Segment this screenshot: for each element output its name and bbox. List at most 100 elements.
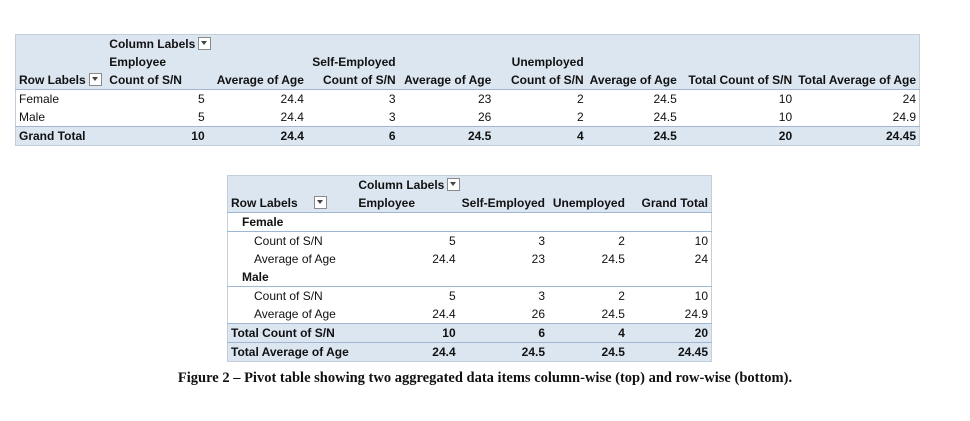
cell-value: 10 <box>778 110 793 124</box>
cell-value: 24.4 <box>207 126 307 146</box>
measure-header: Total Average of Age <box>795 71 920 90</box>
total-average-row: Total Average of Age 24.4 24.5 24.5 24.4… <box>227 342 712 362</box>
group-header-self-employed: Self-Employed <box>306 53 399 71</box>
total-label: Total Count of S/N <box>227 323 356 343</box>
group-label: Male <box>242 270 269 284</box>
cell-value: 5 <box>197 92 205 106</box>
cell-value: 24.5 <box>548 342 628 362</box>
cell-value: 2 <box>548 231 628 250</box>
cell-value: 24.9 <box>684 307 708 321</box>
table-row: Count of S/N 5 3 2 10 <box>227 286 712 305</box>
column-header-unemployed: Unemployed <box>548 194 628 213</box>
total-count-row: Total Count of S/N 10 6 4 20 <box>227 323 712 343</box>
table-row-male: Male 5 24.4 3 26 2 24.5 10 24.9 <box>16 108 920 127</box>
measure-header: Count of S/N <box>494 71 587 90</box>
cell-value: 10 <box>355 323 459 343</box>
measure-header: Average of Age <box>207 71 307 90</box>
table-row: Average of Age 24.4 23 24.5 24 <box>228 250 712 268</box>
cell-value: 23 <box>531 252 545 266</box>
group-label: Female <box>242 215 284 229</box>
measure-header: Average of Age <box>398 71 495 90</box>
pivot-table-top-grid: Column Labels Employee Self-Employed Une… <box>15 34 920 146</box>
row-label: Average of Age <box>254 307 336 321</box>
column-labels-filter-dropdown-icon[interactable] <box>198 37 212 51</box>
cell-value: 5 <box>355 231 459 250</box>
column-header-grand-total: Grand Total <box>627 194 712 213</box>
row-labels-header-text: Row Labels <box>231 196 298 210</box>
row-labels-filter-dropdown-icon[interactable] <box>88 73 102 87</box>
header-row-column-labels: Column Labels <box>15 34 920 53</box>
cell-value: 4 <box>548 323 628 343</box>
row-labels-filter-dropdown-icon[interactable] <box>313 196 327 210</box>
cell-value: 24.4 <box>280 110 304 124</box>
cell-value: 5 <box>355 286 459 305</box>
cell-value: 4 <box>494 126 587 146</box>
cell-value: 20 <box>627 323 712 343</box>
group-row-male: Male <box>228 268 712 287</box>
cell-value: 20 <box>679 126 796 146</box>
cell-value: 2 <box>576 110 584 124</box>
row-label: Female <box>19 92 60 106</box>
measure-header: Count of S/N <box>306 71 399 90</box>
measure-header: Total Count of S/N <box>679 71 796 90</box>
cell-value: 3 <box>458 286 548 305</box>
total-label: Total Average of Age <box>227 342 356 362</box>
cell-value: 10 <box>627 231 712 250</box>
cell-value: 2 <box>576 92 584 106</box>
group-row-female: Female <box>228 213 712 232</box>
cell-value: 24.5 <box>653 110 677 124</box>
row-label: Count of S/N <box>227 231 356 250</box>
cell-value: 5 <box>197 110 205 124</box>
cell-value: 26 <box>477 110 492 124</box>
cell-value: 3 <box>388 92 396 106</box>
grand-total-row: Grand Total 10 24.4 6 24.5 4 24.5 20 24.… <box>15 126 920 146</box>
group-header-unemployed: Unemployed <box>494 53 587 71</box>
pivot-table-bottom-grid: Column Labels Row Labels Employee Self-E… <box>227 175 712 362</box>
cell-value: 24.9 <box>892 110 916 124</box>
cell-value: 6 <box>458 323 548 343</box>
cell-value: 2 <box>548 286 628 305</box>
row-labels-header-cell: Row Labels <box>15 71 107 90</box>
cell-value: 24.45 <box>795 126 920 146</box>
header-row-column-labels: Column Labels <box>227 175 712 194</box>
header-row-measures: Row Labels Count of S/N Average of Age C… <box>15 71 920 90</box>
column-header-self-employed: Self-Employed <box>458 194 548 213</box>
grand-total-label: Grand Total <box>15 126 107 146</box>
measure-header: Average of Age <box>586 71 680 90</box>
pivot-table-column-wise: Column Labels Employee Self-Employed Une… <box>15 34 920 146</box>
column-labels-cell: Column Labels <box>355 175 712 194</box>
row-labels-header-text: Row Labels <box>19 73 86 87</box>
cell-value: 3 <box>458 231 548 250</box>
cell-value: 24.4 <box>432 307 456 321</box>
group-header-employee: Employee <box>106 53 208 71</box>
header-row-groups: Employee Self-Employed Unemployed <box>15 53 920 71</box>
table-row: Count of S/N 5 3 2 10 <box>227 231 712 250</box>
figure-caption: Figure 2 – Pivot table showing two aggre… <box>177 370 793 386</box>
cell-value: 24.45 <box>627 342 712 362</box>
row-label: Male <box>19 110 46 124</box>
cell-value: 24.5 <box>601 307 625 321</box>
cell-value: 24 <box>694 252 708 266</box>
header-row-columns: Row Labels Employee Self-Employed Unempl… <box>227 194 712 213</box>
cell-value: 24.5 <box>653 92 677 106</box>
column-labels-text: Column Labels <box>358 178 445 192</box>
cell-value: 24.4 <box>280 92 304 106</box>
cell-value: 10 <box>778 92 793 106</box>
cell-value: 3 <box>388 110 396 124</box>
cell-value: 26 <box>531 307 545 321</box>
cell-value: 24.5 <box>458 342 548 362</box>
row-label: Average of Age <box>254 252 336 266</box>
column-labels-filter-dropdown-icon[interactable] <box>447 178 461 192</box>
cell-value: 23 <box>477 92 492 106</box>
table-row-female: Female 5 24.4 3 23 2 24.5 10 24 <box>16 90 920 109</box>
measure-header: Count of S/N <box>106 71 208 90</box>
cell-value: 10 <box>106 126 208 146</box>
column-labels-cell: Column Labels <box>106 34 920 53</box>
row-labels-header-cell: Row Labels <box>227 194 356 213</box>
corner-cell <box>15 34 107 53</box>
table-row: Average of Age 24.4 26 24.5 24.9 <box>228 305 712 324</box>
cell-value: 24.5 <box>586 126 680 146</box>
column-header-employee: Employee <box>355 194 459 213</box>
row-label: Count of S/N <box>227 286 356 305</box>
cell-value: 24.4 <box>432 252 456 266</box>
